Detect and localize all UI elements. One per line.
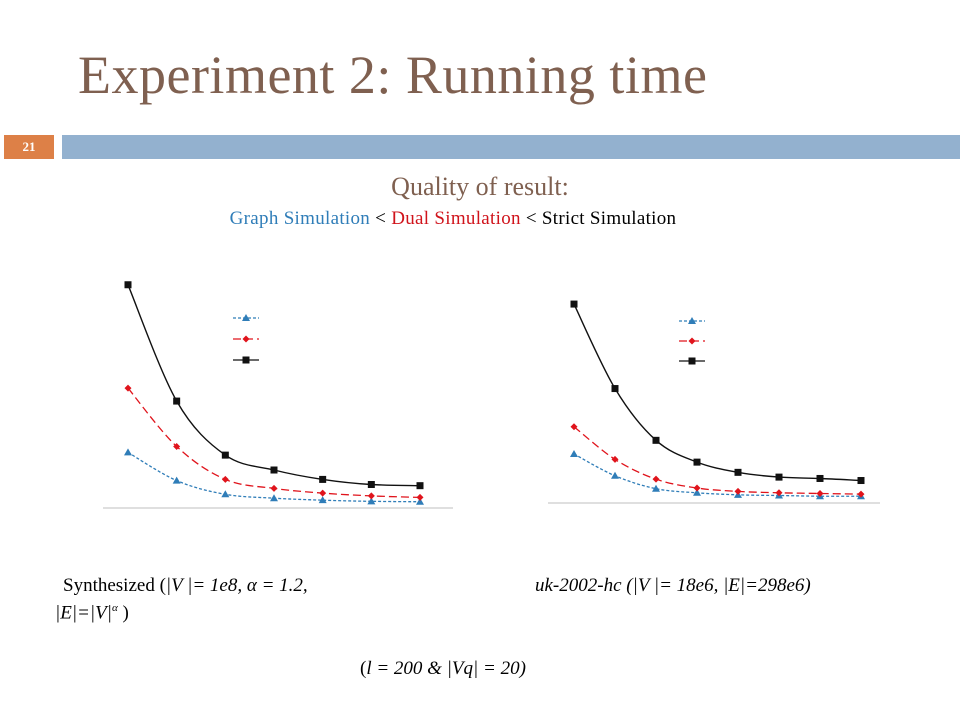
data-point-0 [124, 448, 132, 456]
data-point-0 [416, 497, 424, 505]
data-point-1 [367, 492, 375, 500]
data-point-1 [611, 455, 619, 463]
data-point-1 [570, 423, 578, 431]
comparison-strict: Strict Simulation [541, 208, 677, 229]
legend-marker-0 [688, 317, 696, 324]
data-point-0 [270, 494, 278, 502]
page-number: 21 [4, 135, 54, 159]
data-point-2 [416, 482, 424, 490]
legend-marker-2 [688, 357, 696, 365]
caption-left-sup: α [111, 602, 118, 614]
data-point-1 [173, 443, 181, 451]
simulation-comparison: Graph Simulation < Dual Simulation < Str… [0, 208, 906, 230]
data-point-0 [367, 497, 376, 505]
caption-left-math: |V |= 1e8, α = 1.2, [165, 575, 308, 596]
legend-marker-0 [242, 314, 250, 321]
series-line-2 [573, 303, 862, 482]
data-point-2 [221, 451, 229, 459]
series-line-0 [573, 453, 862, 497]
series-line-1 [127, 387, 421, 499]
chart-synthesized [103, 281, 453, 509]
data-point-2 [270, 466, 278, 474]
slide-title: Experiment 2: Running time [78, 45, 708, 105]
data-point-1 [221, 475, 229, 483]
header-bar [62, 135, 960, 159]
data-point-1 [775, 489, 783, 497]
data-point-2 [319, 475, 327, 483]
data-point-2 [570, 300, 578, 308]
data-point-2 [124, 281, 132, 289]
data-point-2 [816, 474, 824, 482]
data-point-2 [652, 436, 660, 444]
data-point-2 [611, 385, 619, 393]
data-point-2 [173, 397, 181, 405]
legend-marker-1 [242, 335, 250, 343]
legend-marker-1 [688, 337, 696, 345]
data-point-0 [172, 476, 181, 484]
data-point-1 [652, 475, 660, 483]
data-point-0 [318, 496, 327, 504]
caption-left-line1: Synthesized (|V |= 1e8, α = 1.2, [63, 575, 308, 597]
caption-left-line2: |E|=|V|α ) [55, 602, 129, 624]
quality-heading: Quality of result: [391, 172, 569, 201]
data-point-1 [857, 490, 865, 498]
data-point-1 [124, 384, 132, 392]
data-point-2 [693, 458, 701, 466]
data-point-0 [570, 449, 578, 457]
data-point-1 [319, 489, 327, 497]
data-point-1 [734, 487, 742, 495]
comparison-graph: Graph Simulation [229, 208, 371, 229]
comparison-dual: Dual Simulation [391, 208, 521, 229]
data-point-0 [652, 484, 660, 492]
caption-bottom: (l = 200 & |Vq| = 20) [360, 658, 526, 680]
chart-uk-2002-hc [548, 300, 880, 504]
caption-left-math2: |E|=|V| [55, 602, 112, 624]
comparison-lt-2: < [520, 208, 542, 229]
series-line-2 [127, 284, 421, 487]
data-point-1 [270, 484, 278, 492]
comparison-lt-1: < [370, 208, 392, 229]
caption-left-end: ) [117, 602, 129, 624]
data-point-0 [693, 488, 701, 496]
caption-bottom-math: l = 200 & |Vq| = 20) [366, 658, 526, 679]
data-point-1 [816, 489, 824, 497]
caption-right-math: |V |= 18e6, |E|=298e6) [632, 575, 811, 596]
legend-marker-2 [242, 356, 250, 364]
data-point-0 [611, 471, 619, 479]
data-point-2 [734, 468, 742, 476]
data-point-2 [775, 473, 783, 481]
data-point-1 [693, 484, 701, 492]
caption-bottom-open: ( [360, 658, 367, 679]
data-point-2 [367, 481, 375, 488]
data-point-2 [857, 477, 865, 485]
data-point-1 [416, 493, 424, 501]
caption-right: uk-2002-hc (|V |= 18e6, |E|=298e6) [535, 575, 811, 597]
data-point-0 [221, 490, 230, 498]
caption-left-pre: Synthesized ( [63, 575, 166, 596]
caption-right-pre: uk-2002-hc ( [535, 575, 633, 596]
